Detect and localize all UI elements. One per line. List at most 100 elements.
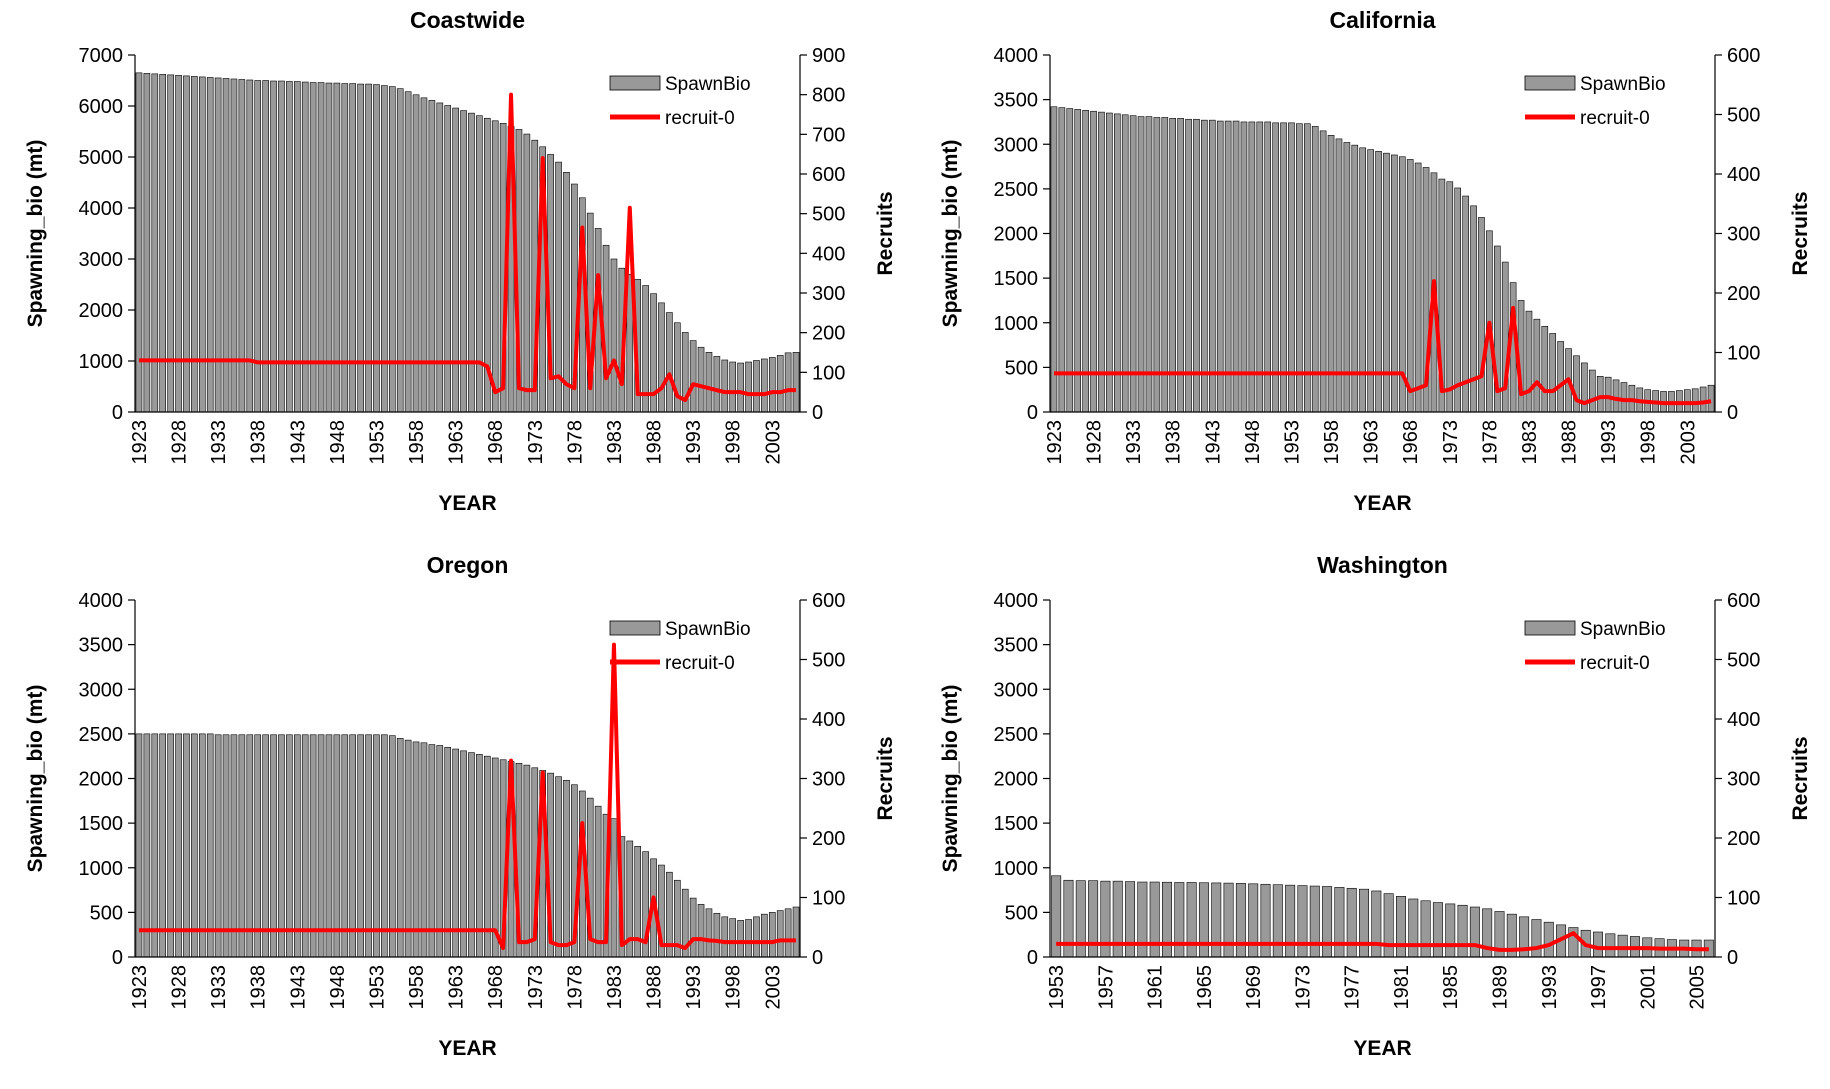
x-tick-label: 1953: [366, 420, 388, 465]
y-tick-label: 1500: [994, 813, 1039, 835]
bar: [745, 919, 752, 958]
bar: [191, 733, 198, 958]
bar: [1596, 375, 1604, 413]
x-tick-label: 1963: [446, 420, 468, 465]
bar: [1605, 933, 1616, 958]
bar: [1691, 388, 1699, 413]
y-axis-label: Spawning_bio (mt): [939, 685, 962, 873]
x-tick-label: 1961: [1145, 965, 1167, 1010]
x-tick-label: 1988: [644, 420, 666, 465]
x-tick-label: 1933: [208, 965, 230, 1010]
bar: [1478, 217, 1485, 413]
bar: [523, 133, 531, 413]
y2-tick-label: 0: [1727, 402, 1738, 424]
bar: [1346, 887, 1357, 958]
bar: [167, 733, 174, 958]
bar: [1359, 888, 1370, 958]
bar: [468, 112, 475, 413]
bar: [666, 312, 673, 413]
bar: [365, 734, 372, 958]
bar: [468, 752, 475, 958]
x-tick-label: 1963: [1361, 420, 1383, 465]
bar: [1334, 887, 1345, 958]
bar: [1593, 931, 1603, 958]
bar: [776, 910, 784, 958]
bar: [420, 97, 428, 413]
y2-tick-label: 200: [812, 828, 845, 850]
bar: [729, 918, 737, 958]
bar: [381, 734, 388, 958]
bar: [1445, 903, 1456, 958]
bar: [1082, 110, 1089, 413]
x-tick-label: 2003: [762, 965, 784, 1010]
bar: [1297, 885, 1308, 958]
y-tick-label: 1500: [79, 813, 124, 835]
bar: [206, 733, 214, 958]
bar: [753, 916, 760, 958]
bar: [420, 742, 428, 958]
y-tick-label: 1000: [79, 351, 124, 373]
x-tick-label: 1943: [287, 420, 309, 465]
bar: [341, 734, 349, 958]
x-tick-label: 1933: [208, 420, 230, 465]
bar: [1296, 123, 1303, 413]
y2-tick-label: 100: [812, 888, 845, 910]
bar: [1549, 333, 1557, 413]
bar: [1260, 883, 1271, 958]
bar: [238, 734, 246, 958]
x-tick-label: 1957: [1095, 965, 1117, 1010]
bar: [198, 733, 206, 958]
x-tick-label: 1963: [446, 965, 468, 1010]
y2-tick-label: 200: [812, 323, 845, 345]
bar: [286, 734, 293, 958]
bar: [721, 359, 729, 413]
y2-tick-label: 0: [812, 402, 823, 424]
y-tick-label: 0: [1027, 402, 1038, 424]
x-tick-label: 1933: [1123, 420, 1145, 465]
y2-tick-label: 100: [812, 362, 845, 384]
y-tick-label: 5000: [79, 147, 124, 169]
x-tick-label: 1958: [406, 965, 428, 1010]
bar: [610, 818, 618, 958]
x-tick-label: 2005: [1687, 965, 1709, 1010]
bar: [1303, 123, 1311, 413]
bar: [301, 734, 309, 958]
x-tick-label: 1938: [248, 420, 270, 465]
bar: [1285, 884, 1296, 958]
x-tick-label: 1969: [1243, 965, 1265, 1010]
bar: [1066, 108, 1074, 413]
bar: [444, 746, 452, 958]
y-tick-label: 3500: [994, 635, 1039, 657]
x-tick-label: 1948: [327, 420, 349, 465]
y2-tick-label: 500: [812, 204, 845, 226]
bar: [396, 738, 404, 958]
legend-label: SpawnBio: [1580, 74, 1666, 95]
bar: [1248, 121, 1256, 413]
bar: [658, 302, 665, 413]
bar: [262, 734, 269, 958]
x-tick-label: 1978: [564, 420, 586, 465]
chart-title: California: [1329, 7, 1435, 33]
bar: [159, 733, 167, 958]
bar: [768, 357, 776, 413]
bar: [1264, 121, 1272, 413]
y-tick-label: 7000: [79, 45, 124, 67]
x-tick-label: 2003: [1677, 420, 1699, 465]
y-tick-label: 1500: [994, 268, 1039, 290]
bar: [1620, 382, 1628, 413]
y2-tick-label: 800: [812, 85, 845, 107]
y2-tick-label: 0: [1727, 947, 1738, 969]
bar: [1309, 885, 1320, 958]
y-axis-label: Spawning_bio (mt): [24, 685, 47, 873]
x-tick-label: 1977: [1342, 965, 1364, 1010]
y2-tick-label: 900: [812, 45, 845, 67]
y-tick-label: 2500: [79, 724, 124, 746]
bar: [1106, 112, 1113, 413]
bar: [697, 904, 705, 958]
x-tick-label: 1968: [485, 420, 507, 465]
bar: [1185, 118, 1192, 413]
bar: [1216, 120, 1224, 413]
x-tick-label: 1943: [287, 965, 309, 1010]
y2-tick-label: 400: [1727, 164, 1760, 186]
